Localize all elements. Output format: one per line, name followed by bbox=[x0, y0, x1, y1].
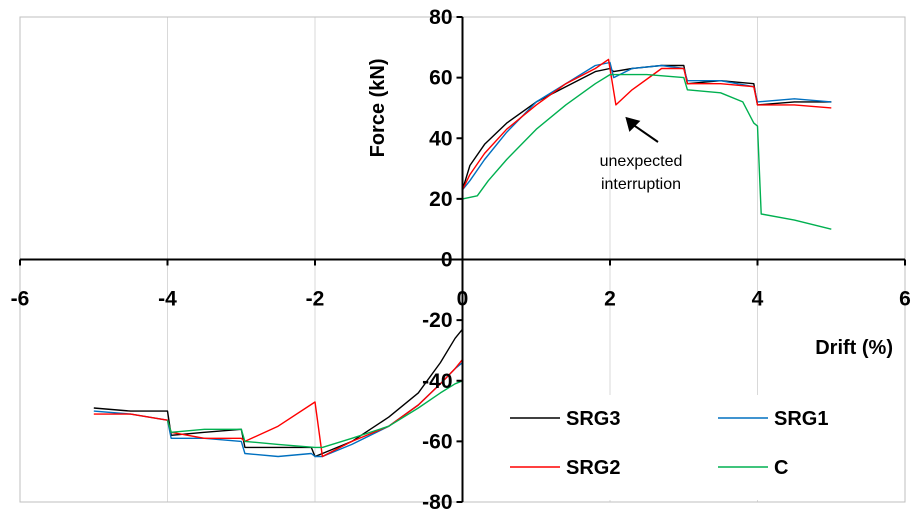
y-axis-title: Force (kN) bbox=[367, 58, 389, 157]
x-tick-label: 6 bbox=[899, 288, 911, 311]
annotation-line-1: unexpected bbox=[600, 153, 683, 170]
annotation-line-2: interruption bbox=[601, 176, 681, 193]
x-tick-label: -2 bbox=[306, 288, 325, 311]
x-tick-label: -6 bbox=[11, 288, 30, 311]
legend-label-srg3: SRG3 bbox=[566, 408, 620, 430]
y-tick-label: -20 bbox=[422, 309, 452, 332]
annotation: unexpected interruption bbox=[600, 116, 683, 193]
x-tick-label: 0 bbox=[457, 288, 469, 311]
annotation-arrow-head bbox=[625, 116, 641, 132]
y-tick-label: 60 bbox=[429, 67, 452, 90]
y-tick-label: 20 bbox=[429, 188, 452, 211]
x-tick-label: -4 bbox=[158, 288, 177, 311]
x-tick-label: 2 bbox=[604, 288, 616, 311]
y-tick-label: -40 bbox=[422, 370, 452, 393]
legend: SRG3 SRG1 SRG2 C bbox=[495, 395, 855, 500]
series-line-srg2-negative bbox=[93, 359, 464, 458]
y-tick-labels: -80 -60 -40 -20 0 20 40 60 80 bbox=[422, 6, 452, 510]
series-lines bbox=[93, 58, 832, 458]
legend-label-srg1: SRG1 bbox=[774, 408, 828, 430]
y-tick-label: 80 bbox=[429, 6, 452, 29]
legend-label-srg2: SRG2 bbox=[566, 457, 620, 479]
series-line-srg3-negative bbox=[93, 328, 464, 458]
legend-background bbox=[495, 395, 855, 500]
series-line-srg2-positive bbox=[461, 58, 832, 191]
y-tick-label: 40 bbox=[429, 127, 452, 150]
series-line-srg3-positive bbox=[461, 64, 832, 191]
y-tick-label: 0 bbox=[441, 249, 453, 272]
y-tick-label: -80 bbox=[422, 491, 452, 510]
y-tick-label: -60 bbox=[422, 430, 452, 453]
series-line-srg1-positive bbox=[461, 61, 832, 191]
series-line-c-negative bbox=[166, 380, 463, 449]
x-tick-label: 4 bbox=[752, 288, 764, 311]
x-axis-title: Drift (%) bbox=[815, 337, 893, 359]
axes bbox=[19, 16, 906, 503]
legend-label-c: C bbox=[774, 457, 788, 479]
series-line-srg1-negative bbox=[93, 362, 463, 458]
x-tick-labels: -6 -4 -2 0 2 4 6 bbox=[11, 288, 911, 311]
series-line-c-positive bbox=[462, 73, 832, 230]
annotation-arrow-shaft bbox=[632, 124, 659, 143]
